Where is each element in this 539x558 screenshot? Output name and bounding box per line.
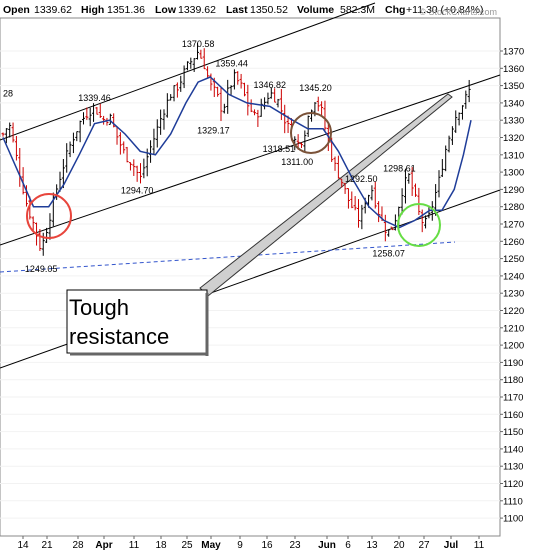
y-tick-label: 1180 <box>503 375 523 386</box>
middle-channel-line <box>0 74 501 246</box>
y-tick-label: 1100 <box>503 514 523 525</box>
y-tick-label: 1300 <box>503 168 524 179</box>
x-tick-label: Jun <box>318 540 336 551</box>
y-tick-label: 1370 <box>503 47 524 58</box>
y-tick-label: 1350 <box>503 81 524 92</box>
x-tick-label: 28 <box>72 540 84 551</box>
header-last-value: 1350.52 <box>250 4 288 16</box>
price-annotation: 1329.17 <box>197 126 230 136</box>
y-tick-label: 1240 <box>503 271 524 282</box>
header-high-value: 1351.36 <box>107 4 145 16</box>
x-tick-label: 23 <box>289 540 301 551</box>
y-tick-label: 1170 <box>503 393 523 404</box>
x-tick-label: 21 <box>41 540 53 551</box>
x-tick-label: 27 <box>418 540 430 551</box>
x-tick-label: May <box>201 540 221 551</box>
y-tick-label: 1130 <box>503 462 523 473</box>
y-tick-label: 1280 <box>503 202 524 213</box>
y-tick-label: 1290 <box>503 185 524 196</box>
y-tick-label: 1250 <box>503 254 524 265</box>
header-volume-label: Volume <box>297 4 334 16</box>
price-annotation: 1249.05 <box>25 264 58 274</box>
moving-average-line <box>2 76 472 229</box>
x-tick-label: 25 <box>181 540 193 551</box>
y-tick-label: 1140 <box>503 444 523 455</box>
brown-highlight-circle <box>290 112 332 154</box>
y-tick-label: 1210 <box>503 323 524 334</box>
y-tick-label: 1360 <box>503 64 524 75</box>
y-tick-label: 1270 <box>503 220 524 231</box>
callout-line-2: resistance <box>69 324 169 349</box>
x-tick-label: 9 <box>237 540 243 551</box>
price-annotation: 1339.46 <box>78 93 111 103</box>
y-tick-label: 1120 <box>503 479 523 490</box>
x-tick-label: 16 <box>261 540 273 551</box>
y-tick-label: 1310 <box>503 150 524 161</box>
y-tick-label: 1320 <box>503 133 524 144</box>
header-open-value: 1339.62 <box>34 4 72 16</box>
support-dashed-line <box>0 241 456 273</box>
price-annotation: 1311.00 <box>281 157 313 167</box>
price-annotation: 1370.58 <box>182 39 215 49</box>
y-tick-label: 1330 <box>503 116 524 127</box>
x-tick-label: 14 <box>17 540 29 551</box>
x-tick-label: 13 <box>366 540 378 551</box>
price-annotation: 1258.07 <box>372 249 405 259</box>
x-tick-label: 6 <box>345 540 351 551</box>
price-annotation: 1345.20 <box>299 83 332 93</box>
upper-channel-line <box>0 2 376 141</box>
price-annotation: 1292.50 <box>345 174 378 184</box>
x-tick-label: 20 <box>393 540 405 551</box>
plot-frame <box>0 17 501 537</box>
header-chg-label: Chg <box>385 4 405 16</box>
y-tick-label: 1220 <box>503 306 524 317</box>
price-annotation: 1318.51 <box>263 144 296 154</box>
y-tick-label: 1160 <box>503 410 523 421</box>
x-axis: 14 21 28 Apr 11 18 25 May 9 16 23 Jun 6 13 20 27 Jul 11 <box>17 536 485 551</box>
header-low-label: Low <box>155 4 177 16</box>
y-tick-label: 1110 <box>503 496 523 507</box>
header-chg-value: +11.30 (+0.84%) <box>406 4 483 16</box>
x-tick-label: 11 <box>129 540 140 551</box>
header-last-label: Last <box>226 4 248 16</box>
y-tick-label: 1260 <box>503 237 524 248</box>
price-annotation: 28 <box>3 88 13 98</box>
y-tick-label: 1190 <box>503 358 523 369</box>
red-highlight-circle <box>26 193 72 239</box>
x-tick-label: 11 <box>474 540 485 551</box>
header-low-value: 1339.62 <box>178 4 216 16</box>
price-annotation: 1359.44 <box>215 58 248 68</box>
header-open-label: Open <box>3 4 30 16</box>
watermark: © StockCharts.com <box>419 7 497 17</box>
price-annotation: 1298.61 <box>383 164 416 174</box>
y-tick-label: 1150 <box>503 427 523 438</box>
price-annotation: 1346.82 <box>254 80 287 90</box>
x-tick-label: 18 <box>155 540 167 551</box>
header-high-label: High <box>81 4 104 16</box>
y-tick-label: 1340 <box>503 98 524 109</box>
y-axis: 1100 1110 1120 1130 1140 1150 1160 1170 1180 1190… <box>500 47 524 525</box>
candlesticks <box>1 43 471 256</box>
x-tick-label: Jul <box>444 540 459 551</box>
callout-box <box>66 289 208 354</box>
y-tick-label: 1230 <box>503 289 524 300</box>
green-highlight-circle <box>397 203 441 247</box>
x-tick-label: Apr <box>95 540 112 551</box>
callout-line-1: Tough <box>69 295 129 320</box>
price-annotation: 1294.70 <box>121 185 154 195</box>
y-tick-label: 1200 <box>503 341 524 352</box>
